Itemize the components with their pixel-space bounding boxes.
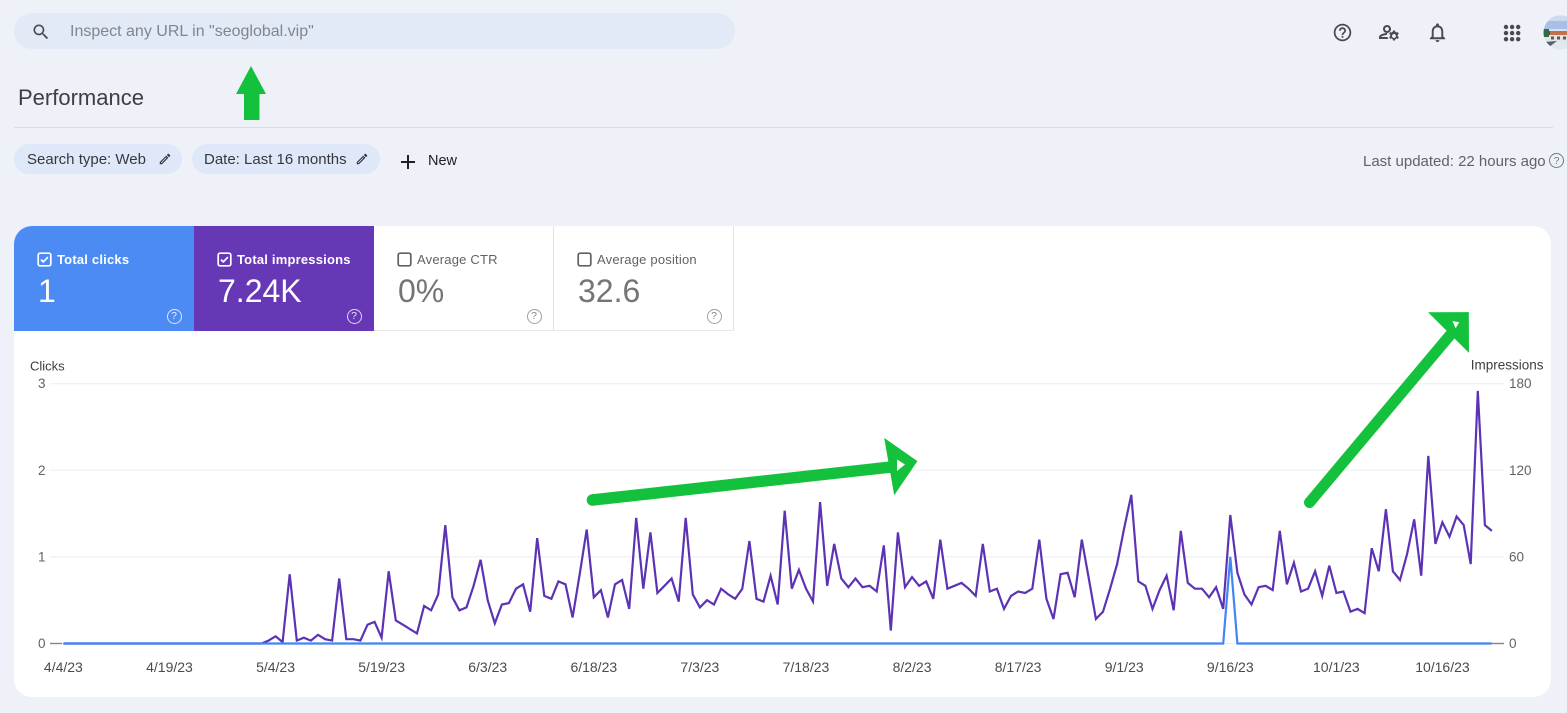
svg-text:2: 2	[38, 463, 46, 478]
svg-text:9/1/23: 9/1/23	[1105, 659, 1144, 675]
svg-text:1: 1	[38, 549, 46, 564]
svg-text:7/18/23: 7/18/23	[783, 659, 830, 675]
svg-text:0: 0	[1509, 636, 1517, 651]
svg-text:120: 120	[1509, 463, 1532, 478]
svg-text:3: 3	[38, 376, 46, 391]
svg-text:Impressions: Impressions	[1471, 358, 1544, 373]
svg-text:10/16/23: 10/16/23	[1415, 659, 1470, 675]
svg-text:5/4/23: 5/4/23	[256, 659, 295, 675]
svg-text:9/16/23: 9/16/23	[1207, 659, 1254, 675]
svg-text:7/3/23: 7/3/23	[680, 659, 719, 675]
svg-text:4/4/23: 4/4/23	[44, 659, 83, 675]
svg-text:60: 60	[1509, 549, 1524, 564]
svg-text:8/2/23: 8/2/23	[893, 659, 932, 675]
svg-text:0: 0	[38, 636, 46, 651]
svg-text:10/1/23: 10/1/23	[1313, 659, 1360, 675]
svg-text:4/19/23: 4/19/23	[146, 659, 193, 675]
svg-text:8/17/23: 8/17/23	[995, 659, 1042, 675]
svg-text:Clicks: Clicks	[30, 359, 65, 374]
svg-text:6/18/23: 6/18/23	[570, 659, 617, 675]
svg-text:5/19/23: 5/19/23	[358, 659, 405, 675]
svg-text:6/3/23: 6/3/23	[468, 659, 507, 675]
svg-text:180: 180	[1509, 376, 1532, 391]
